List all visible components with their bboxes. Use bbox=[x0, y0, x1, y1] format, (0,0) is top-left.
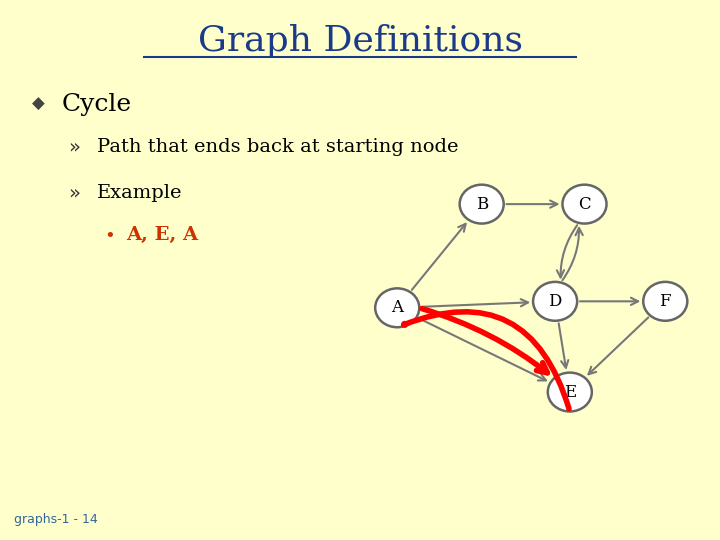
Text: Example: Example bbox=[97, 184, 183, 201]
FancyArrowPatch shape bbox=[580, 298, 638, 305]
Text: Path that ends back at starting node: Path that ends back at starting node bbox=[97, 138, 459, 156]
Circle shape bbox=[548, 373, 592, 411]
Text: C: C bbox=[578, 195, 591, 213]
Circle shape bbox=[643, 282, 688, 321]
Text: A: A bbox=[391, 299, 403, 316]
Text: Cycle: Cycle bbox=[61, 93, 131, 116]
Text: »: » bbox=[68, 138, 81, 157]
Text: •: • bbox=[104, 227, 115, 245]
Circle shape bbox=[533, 282, 577, 321]
FancyArrowPatch shape bbox=[412, 224, 466, 290]
Text: ◆: ◆ bbox=[32, 94, 45, 112]
FancyArrowPatch shape bbox=[559, 323, 568, 368]
Text: D: D bbox=[549, 293, 562, 310]
Text: »: » bbox=[68, 184, 81, 202]
FancyArrowPatch shape bbox=[562, 228, 582, 280]
Text: E: E bbox=[564, 383, 576, 401]
Circle shape bbox=[459, 185, 504, 224]
Circle shape bbox=[375, 288, 419, 327]
FancyArrowPatch shape bbox=[404, 312, 569, 409]
FancyArrowPatch shape bbox=[588, 318, 648, 374]
Text: F: F bbox=[660, 293, 671, 310]
FancyArrowPatch shape bbox=[419, 319, 546, 381]
Circle shape bbox=[562, 185, 606, 224]
FancyArrowPatch shape bbox=[422, 308, 547, 373]
FancyArrowPatch shape bbox=[506, 200, 557, 208]
Text: A, E, A: A, E, A bbox=[126, 226, 198, 244]
Text: B: B bbox=[475, 195, 488, 213]
FancyArrowPatch shape bbox=[557, 225, 577, 278]
Text: Graph Definitions: Graph Definitions bbox=[197, 24, 523, 58]
Text: graphs-1 - 14: graphs-1 - 14 bbox=[14, 514, 98, 526]
FancyArrowPatch shape bbox=[422, 299, 528, 307]
